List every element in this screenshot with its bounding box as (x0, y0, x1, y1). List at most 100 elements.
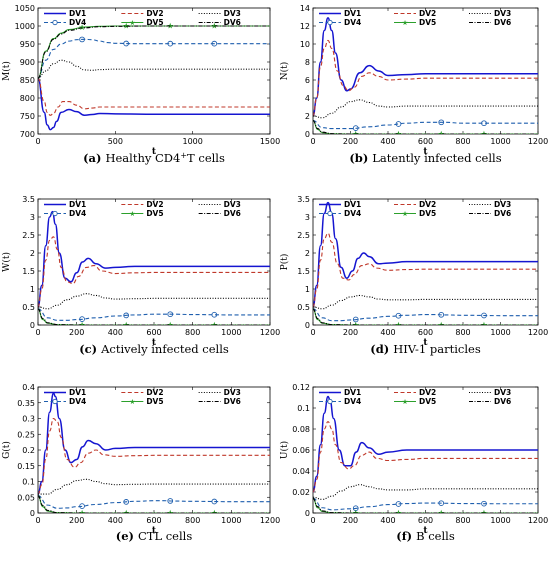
y-tick-label: 1 (30, 285, 35, 294)
y-tick-label: 0 (305, 509, 310, 518)
panel-caption-text: CTL cells (138, 529, 192, 543)
y-axis-label: M(t) (1, 61, 12, 81)
series-group: ★ ★ ★ ★ (313, 395, 538, 513)
series-marker-dv5: ★ (167, 321, 174, 330)
x-tick-label: 0 (310, 516, 315, 525)
y-tick-label: 8 (305, 58, 310, 67)
series-marker-dv5: ★ (167, 509, 174, 518)
legend-label-dv3: DV3 (224, 388, 241, 397)
y-tick-label: 2.5 (22, 231, 35, 240)
legend-label-dv2: DV2 (419, 388, 436, 397)
series-line-dv4 (38, 495, 270, 509)
series-marker-dv5: ★ (123, 22, 130, 31)
x-tick-label: 800 (455, 328, 470, 337)
series-marker-dv5: ★ (480, 130, 487, 139)
y-tick-label: 0.25 (17, 430, 35, 439)
y-tick-label: 0.08 (292, 425, 310, 434)
y-tick-label: 0.3 (22, 415, 35, 424)
panel-caption: (c) Actively infected cells (79, 342, 229, 356)
panel-c: 0 200 400 600 800 1000 1200 0 0.5 1 1.5 2 2.5 3 3.5 t W(… (1, 195, 280, 356)
series-line-dv1 (38, 77, 270, 131)
series-marker-dv5: ★ (78, 509, 85, 518)
y-tick-label: 2 (30, 249, 35, 258)
legend-marker: ★ (402, 210, 408, 218)
series-line-dv6 (38, 25, 270, 79)
x-tick-label: 800 (185, 516, 200, 525)
series-line-dv1 (313, 395, 538, 493)
y-tick-label: 0.1 (22, 478, 35, 487)
legend-label-dv5: DV5 (419, 397, 436, 406)
legend-label-dv6: DV6 (494, 209, 511, 218)
series-line-dv5 (313, 119, 538, 134)
x-tick-label: 1000 (221, 328, 241, 337)
series-line-dv2 (38, 417, 270, 495)
legend-label-dv4: DV4 (69, 209, 86, 218)
y-tick-label: 0.4 (22, 383, 35, 392)
x-axis-label: t (152, 147, 157, 157)
legend-label-dv6: DV6 (224, 18, 241, 27)
series-marker-dv4 (167, 40, 174, 47)
series-line-dv2 (313, 39, 538, 117)
legend-label-dv4: DV4 (69, 397, 86, 406)
x-tick-label: 0 (35, 328, 40, 337)
legend-label-dv5: DV5 (146, 397, 163, 406)
y-tick-label: 3.5 (22, 195, 35, 204)
series-group: ★ ★ ★ ★ (313, 17, 538, 139)
legend-label-dv6: DV6 (224, 397, 241, 406)
legend-label-dv1: DV1 (344, 9, 361, 18)
series-marker-dv4 (481, 500, 487, 507)
panel-caption-text: Actively infected cells (100, 342, 229, 356)
series-marker-dv4 (167, 498, 174, 504)
legend-label-dv5: DV5 (419, 209, 436, 218)
y-tick-label: 1.5 (22, 267, 35, 276)
x-tick-label: 1000 (221, 516, 241, 525)
series-marker-dv4 (481, 312, 487, 319)
series-line-dv1 (38, 392, 270, 495)
series-line-dv2 (313, 421, 538, 493)
y-tick-label: 2 (305, 249, 310, 258)
legend-label-dv2: DV2 (146, 200, 163, 209)
panel-caption-letter: (c) (79, 342, 101, 356)
series-marker-dv4 (438, 500, 445, 507)
series-marker-dv5: ★ (123, 509, 130, 518)
series-marker-dv4 (352, 316, 359, 323)
legend-label-dv3: DV3 (494, 9, 511, 18)
series-line-dv6 (38, 495, 270, 513)
series-line-dv1 (38, 210, 270, 308)
y-tick-label: 1 (305, 285, 310, 294)
panel-caption: (b) Latently infected cells (349, 151, 501, 165)
series-marker-dv4 (123, 499, 130, 505)
x-tick-label: 600 (418, 137, 433, 146)
series-marker-dv4 (481, 120, 487, 127)
series-line-dv3 (313, 99, 538, 119)
series-marker-dv5: ★ (480, 321, 487, 330)
y-tick-label: 10 (300, 40, 310, 49)
series-marker-dv5: ★ (438, 321, 445, 330)
x-tick-label: 0 (310, 328, 315, 337)
panel-caption-text: B cells (416, 529, 455, 543)
y-tick-label: 4 (305, 94, 310, 103)
panel-caption-text: Latently infected cells (372, 151, 501, 165)
y-tick-label: 0.1 (297, 404, 310, 413)
x-tick-label: 1000 (182, 137, 202, 146)
x-tick-label: 400 (380, 137, 395, 146)
series-group: ★ ★ ★ ★ (313, 201, 538, 330)
y-axis-label: N(t) (279, 62, 290, 81)
legend-marker: ★ (402, 19, 408, 27)
panel-caption: (a) Healthy CD4+T cells (83, 151, 225, 166)
panel-caption-text: Healthy CD4 (105, 151, 180, 165)
series-group: ★ ★ ★ ★ (38, 392, 270, 518)
legend-label-dv1: DV1 (344, 200, 361, 209)
legend-label-dv4: DV4 (344, 209, 361, 218)
series-marker-dv5: ★ (211, 321, 218, 330)
series-line-dv5 (38, 308, 270, 325)
series-marker-dv4 (211, 311, 218, 318)
series-line-dv4 (38, 38, 270, 79)
y-axis-label: W(t) (1, 252, 12, 272)
series-marker-dv4 (123, 312, 130, 319)
panel-caption-superscript: + (180, 151, 187, 160)
x-tick-label: 400 (380, 516, 395, 525)
panel-caption: (e) CTL cells (116, 529, 193, 543)
